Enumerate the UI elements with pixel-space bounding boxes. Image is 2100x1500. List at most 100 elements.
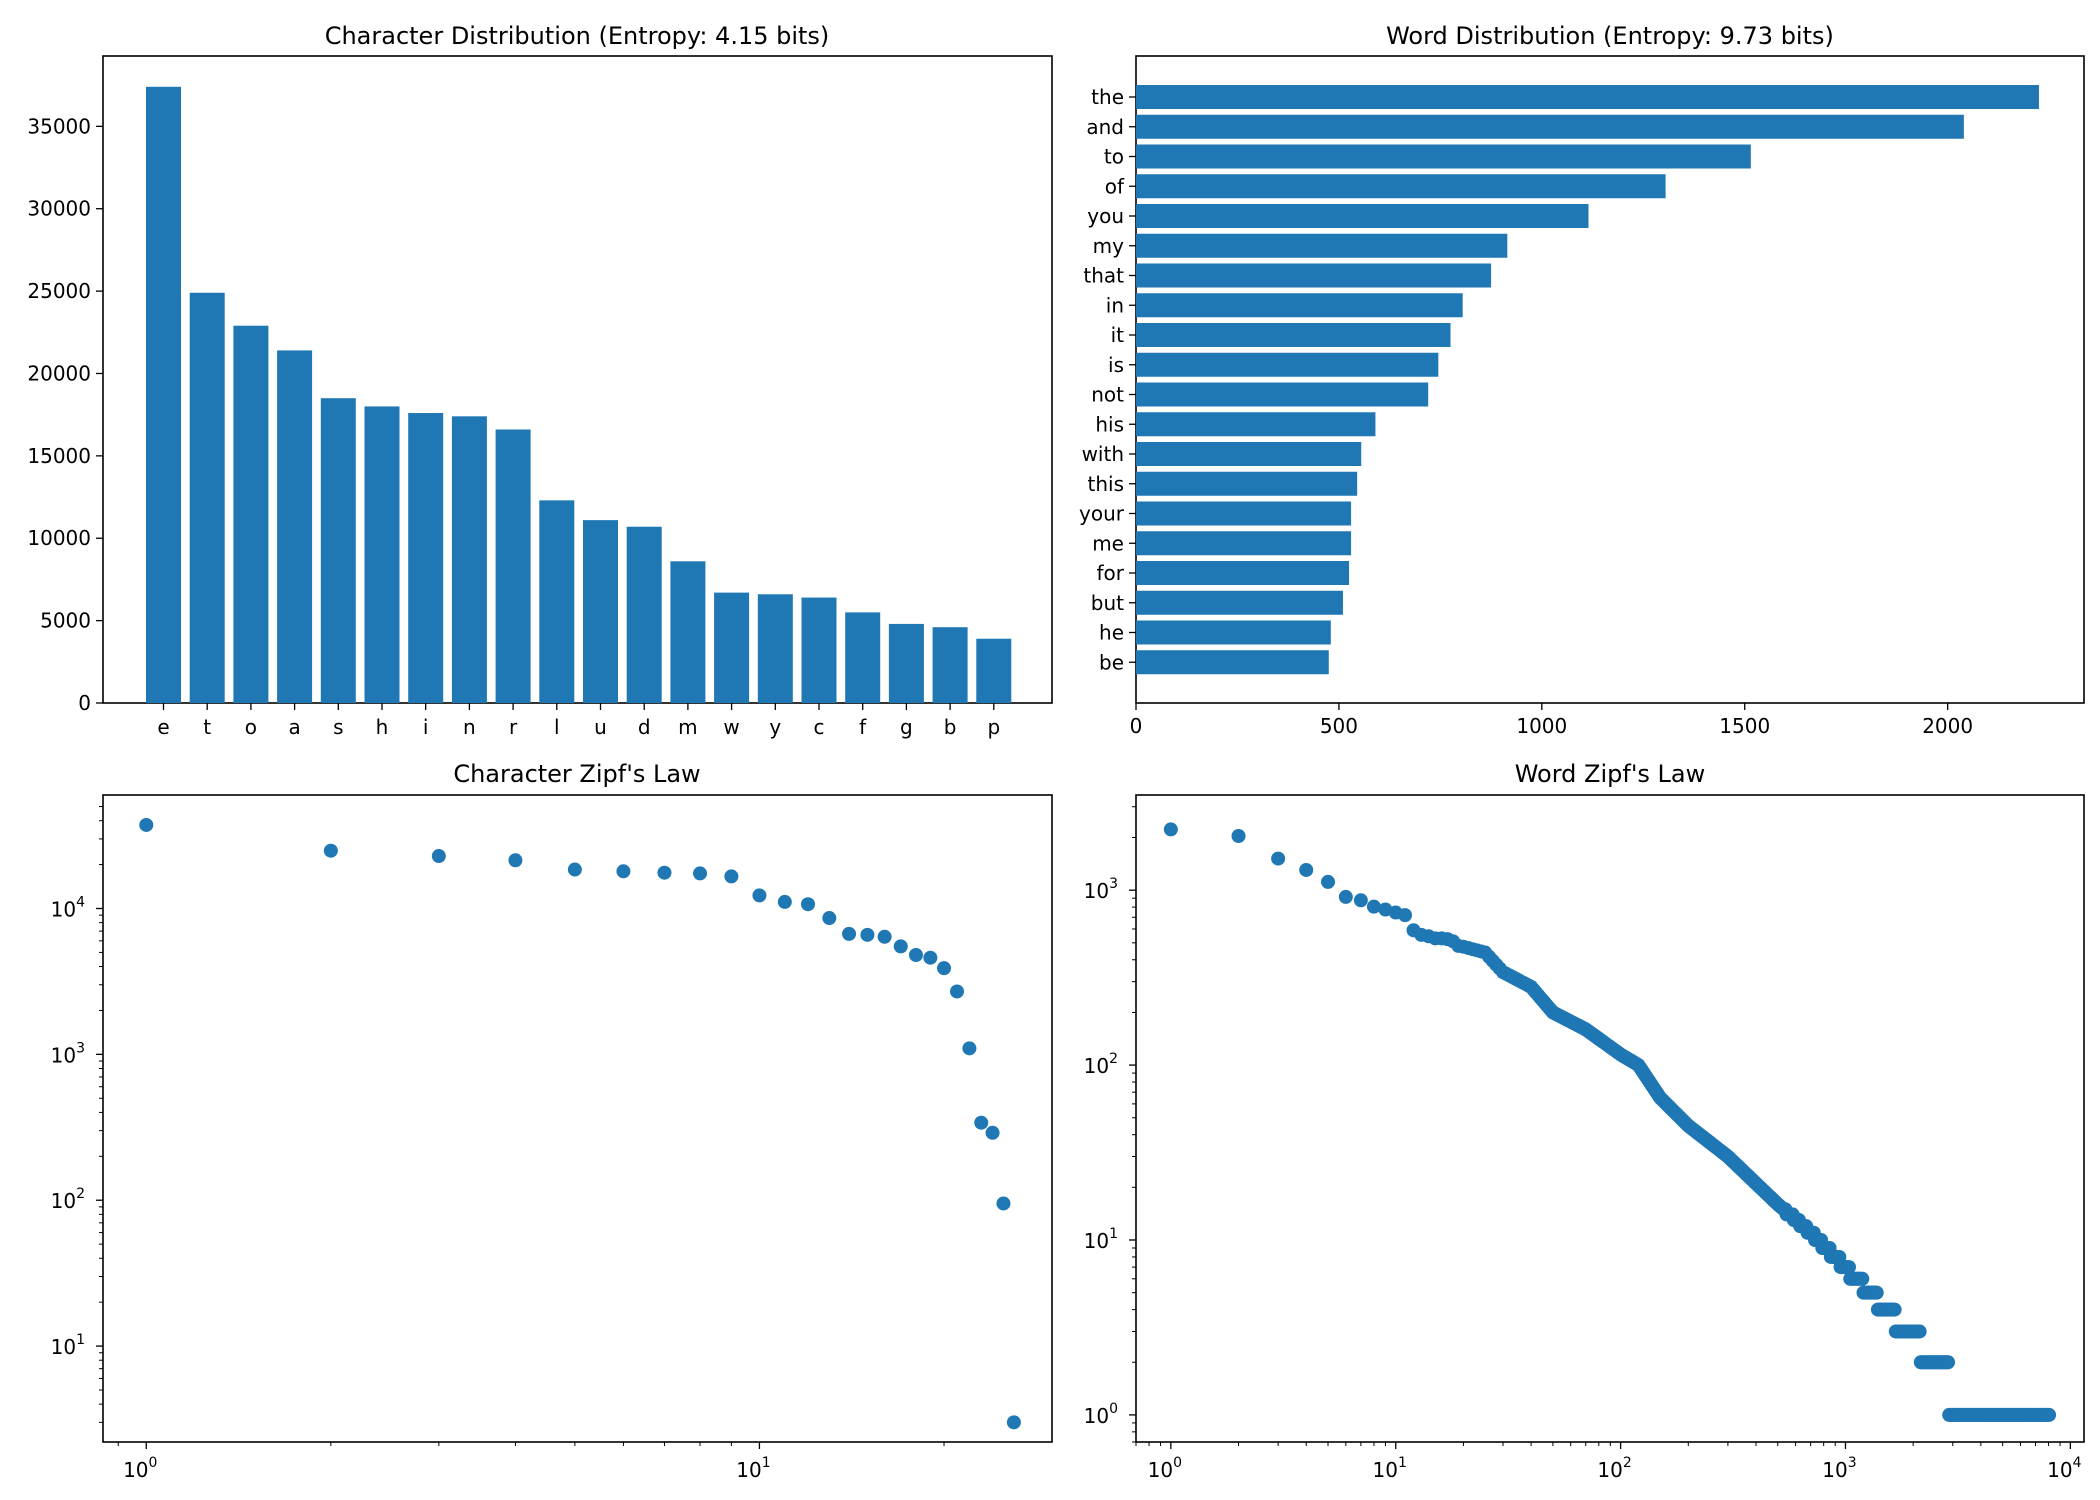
bar-it bbox=[1136, 323, 1451, 347]
data-point bbox=[2042, 1407, 2057, 1422]
y-tick-label: 100 bbox=[1084, 1401, 1118, 1428]
x-tick-label: t bbox=[203, 715, 211, 739]
plot-area-frame bbox=[1135, 55, 2085, 704]
y-tick-label: that bbox=[1083, 264, 1124, 288]
x-tick-label: l bbox=[554, 715, 560, 739]
data-point bbox=[962, 1041, 977, 1056]
y-tick-label: 20000 bbox=[27, 361, 91, 385]
bar-n bbox=[451, 416, 487, 703]
y-tick-label: with bbox=[1082, 442, 1124, 466]
y-tick-label: 30000 bbox=[27, 197, 91, 221]
bar-be bbox=[1136, 650, 1329, 675]
y-tick-label: be bbox=[1099, 650, 1124, 674]
y-tick-label: it bbox=[1111, 323, 1125, 347]
x-tick-label: w bbox=[723, 715, 739, 739]
plot-area-frame bbox=[102, 794, 1053, 1443]
bar-me bbox=[1136, 531, 1352, 556]
x-tick-label: 1500 bbox=[1719, 714, 1770, 738]
character-zipf-chart: Character Zipf's Law 100 101 101 102 103 104 bbox=[51, 760, 1053, 1482]
data-point bbox=[937, 961, 952, 976]
data-point bbox=[1912, 1324, 1927, 1339]
y-tick-label: your bbox=[1079, 502, 1125, 526]
bar-u bbox=[583, 520, 618, 703]
y-tick-label: me bbox=[1092, 531, 1124, 555]
data-point bbox=[877, 929, 892, 944]
y-tick-label: but bbox=[1091, 591, 1124, 615]
y-tick-label: my bbox=[1093, 234, 1124, 258]
x-tick-label: a bbox=[288, 715, 300, 739]
x-tick-label: b bbox=[944, 715, 957, 739]
chart-title: Word Zipf's Law bbox=[1515, 760, 1706, 788]
x-tick-label: f bbox=[859, 715, 867, 739]
chart-title: Word Distribution (Entropy: 9.73 bits) bbox=[1386, 22, 1834, 50]
y-tick-label: 15000 bbox=[27, 444, 91, 468]
y-tick-label: 101 bbox=[1084, 1226, 1118, 1253]
x-tick-label: g bbox=[900, 715, 913, 739]
x-tick-label: 101 bbox=[1373, 1455, 1407, 1482]
bar-but bbox=[1136, 590, 1343, 615]
bar-c bbox=[801, 597, 837, 703]
bar-h bbox=[364, 406, 400, 703]
data-point bbox=[1338, 889, 1353, 904]
data-point bbox=[950, 984, 965, 999]
x-tick-label: 500 bbox=[1320, 714, 1358, 738]
data-point bbox=[1855, 1271, 1870, 1286]
x-tick-label: o bbox=[245, 715, 257, 739]
bar-t bbox=[189, 292, 225, 703]
data-point bbox=[1006, 1415, 1021, 1430]
x-tick-label: 101 bbox=[736, 1455, 770, 1482]
y-tick-label: 10000 bbox=[27, 526, 91, 550]
bar-d bbox=[626, 526, 662, 703]
y-tick-label: for bbox=[1097, 561, 1125, 585]
bar-s bbox=[320, 398, 356, 703]
data-point bbox=[822, 911, 837, 926]
y-tick-label: he bbox=[1099, 621, 1124, 645]
x-tick-label: s bbox=[333, 715, 343, 739]
bar-e bbox=[146, 86, 181, 704]
bar-y bbox=[757, 594, 793, 703]
bar-is bbox=[1136, 352, 1439, 377]
x-tick-label: 1000 bbox=[1516, 714, 1567, 738]
data-point bbox=[616, 864, 631, 879]
x-tick-label: n bbox=[463, 715, 476, 739]
bar-you bbox=[1136, 204, 1589, 228]
data-point bbox=[908, 947, 923, 962]
x-tick-label: r bbox=[509, 715, 518, 739]
bar-his bbox=[1136, 412, 1376, 437]
character-distribution-chart: Character Distribution (Entropy: 4.15 bi… bbox=[27, 22, 1053, 739]
data-point bbox=[842, 926, 857, 941]
data-point bbox=[431, 849, 446, 864]
data-point bbox=[139, 817, 154, 832]
y-tick-label: 5000 bbox=[40, 609, 91, 633]
y-tick-label: the bbox=[1091, 85, 1124, 109]
x-tick-label: 0 bbox=[1130, 714, 1143, 738]
data-point bbox=[657, 865, 672, 880]
bar-in bbox=[1136, 293, 1463, 318]
data-point bbox=[800, 897, 815, 912]
y-tick-label: of bbox=[1105, 174, 1125, 198]
bar-g bbox=[888, 623, 924, 703]
bar-with bbox=[1136, 442, 1362, 466]
x-tick-label: m bbox=[678, 715, 697, 739]
data-point bbox=[1231, 829, 1246, 844]
bar-for bbox=[1136, 561, 1350, 585]
word-distribution-chart: Word Distribution (Entropy: 9.73 bits) t… bbox=[1079, 22, 2085, 738]
data-point bbox=[1271, 851, 1286, 866]
y-tick-label: 104 bbox=[51, 895, 85, 922]
data-point bbox=[724, 869, 739, 884]
data-point bbox=[567, 862, 582, 877]
bar-a bbox=[277, 350, 313, 703]
y-tick-label: 25000 bbox=[27, 279, 91, 303]
data-point bbox=[752, 888, 767, 903]
data-point bbox=[323, 843, 338, 858]
data-point bbox=[893, 939, 908, 954]
data-point bbox=[777, 894, 792, 909]
data-point bbox=[923, 950, 938, 965]
bar-and bbox=[1136, 114, 1964, 139]
bar-this bbox=[1136, 471, 1358, 496]
data-point bbox=[1299, 862, 1314, 877]
data-point bbox=[1941, 1355, 1956, 1370]
bar-r bbox=[495, 429, 531, 703]
